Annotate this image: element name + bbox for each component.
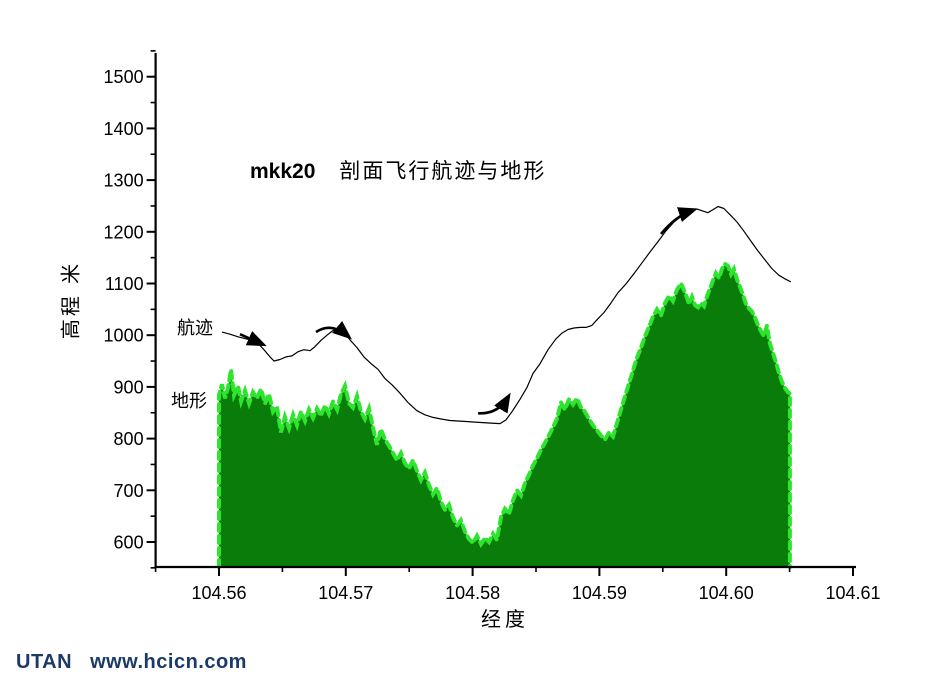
flight-track-line [221, 205, 792, 425]
chart-title-text: 剖面飞行航迹与地形 [339, 159, 547, 183]
track-direction-arrow-1 [239, 331, 267, 347]
y-tick-label: 1200 [104, 222, 144, 242]
y-tick-label: 800 [114, 429, 144, 449]
watermark-url: www.hcicn.com [90, 651, 247, 673]
y-tick-label: 1100 [105, 274, 144, 294]
x-tick-label: 104.60 [699, 583, 754, 603]
y-tick-label: 600 [114, 533, 144, 553]
watermark-brand: UTAN [16, 651, 73, 673]
x-tick-label: 104.57 [318, 583, 373, 603]
y-tick-label: 1500 [104, 67, 144, 87]
x-tick-label: 104.59 [572, 583, 627, 603]
flight-track-annotation: 航迹 [177, 318, 213, 339]
x-tick-label: 104.61 [825, 583, 880, 603]
track-direction-arrow-4 [659, 207, 698, 235]
track-direction-arrow-2 [315, 321, 352, 340]
y-axis-label: 高程 米 [58, 260, 83, 340]
chart-title: mkk20 剖面飞行航迹与地形 [250, 155, 546, 185]
terrain-edge [217, 261, 792, 569]
y-tick-label: 1000 [104, 326, 144, 346]
x-tick-label: 104.56 [191, 583, 246, 603]
track-direction-arrow-3 [478, 392, 511, 415]
watermark: UTAN www.hcicn.com [16, 651, 247, 674]
x-tick-label: 104.58 [445, 583, 500, 603]
terrain-area [219, 263, 790, 567]
chart-title-prefix: mkk20 [250, 160, 316, 183]
y-tick-label: 1400 [104, 119, 144, 139]
y-tick-label: 700 [114, 481, 144, 501]
y-tick-label: 1300 [104, 171, 144, 191]
y-tick-label: 900 [114, 377, 144, 397]
terrain-annotation: 地形 [171, 391, 207, 412]
x-axis-label: 经度 [481, 607, 529, 631]
